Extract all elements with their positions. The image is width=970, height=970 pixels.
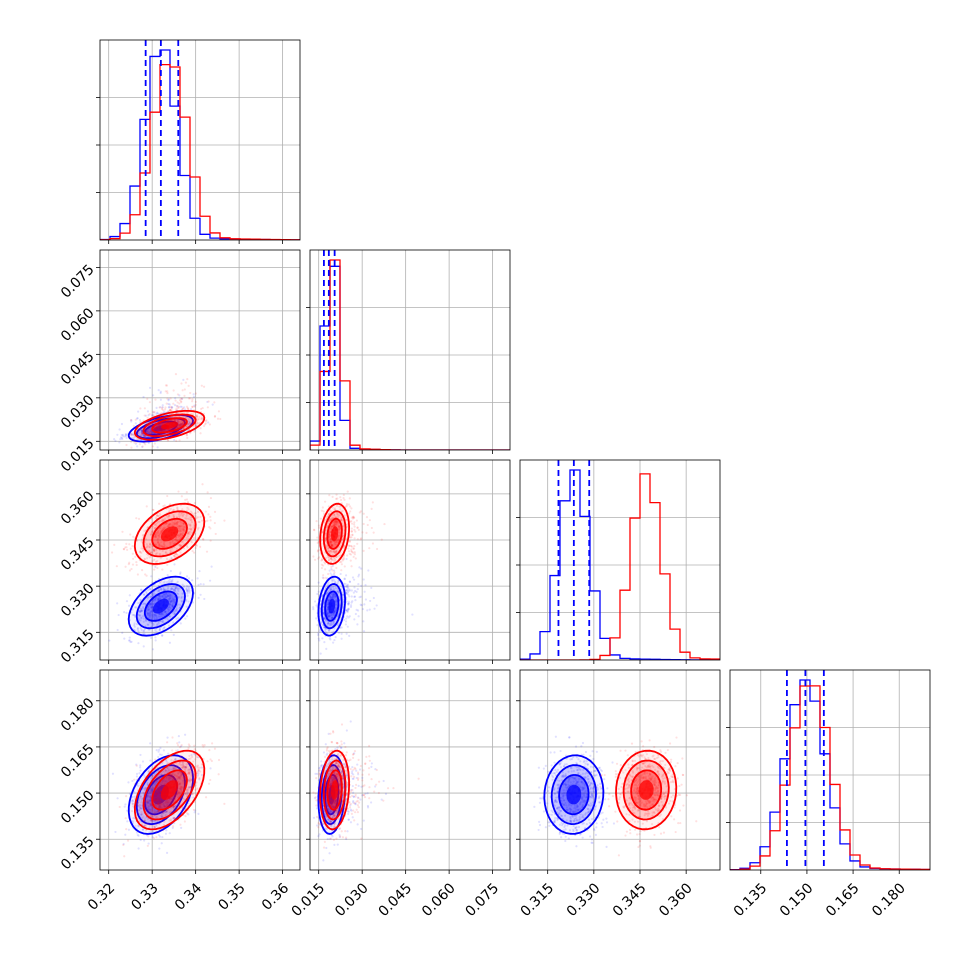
panel-frame	[519, 669, 721, 871]
y-tick-label: 0.135	[58, 834, 98, 874]
panel-3-1	[306, 669, 511, 874]
y-tick-label: 0.150	[58, 787, 98, 827]
y-tick-label: 0.060	[58, 305, 98, 345]
y-tick-label: 0.045	[58, 349, 98, 389]
x-tick-label: 0.135	[731, 880, 771, 920]
panel-frame	[99, 39, 301, 241]
panel-3-2	[516, 669, 721, 874]
panel-3-3	[726, 669, 931, 874]
contour-1-3	[638, 780, 654, 800]
panel-2-1	[306, 459, 511, 664]
panel-2-0	[96, 459, 301, 664]
x-tick-label: 0.315	[518, 880, 558, 920]
y-tick-label: 0.360	[58, 488, 98, 528]
panel-frame	[309, 459, 511, 661]
x-tick-label: 0.180	[869, 880, 909, 920]
panel-frame	[99, 459, 301, 661]
x-tick-label: 0.165	[823, 880, 863, 920]
x-tick-label: 0.015	[289, 880, 329, 920]
panel-1-1	[306, 249, 511, 454]
panel-0-0	[96, 39, 301, 244]
panel-frame	[309, 249, 511, 451]
y-tick-label: 0.015	[58, 436, 98, 476]
x-tick-label: 0.150	[777, 880, 817, 920]
panel-1-0	[96, 249, 301, 454]
x-tick-label: 0.33	[128, 880, 161, 913]
panel-3-0	[96, 669, 301, 874]
y-tick-label: 0.180	[58, 695, 98, 735]
x-tick-label: 0.34	[172, 880, 205, 913]
histogram-1	[730, 685, 930, 870]
contour-1-3	[160, 526, 179, 542]
contour-1-3	[160, 421, 179, 429]
x-tick-label: 0.35	[215, 880, 248, 913]
x-tick-label: 0.060	[419, 880, 459, 920]
y-tick-label: 0.075	[58, 262, 98, 302]
histogram-1	[100, 63, 300, 240]
contour-0-3	[152, 598, 169, 614]
x-tick-label: 0.345	[610, 880, 650, 920]
contour-1-3	[331, 526, 339, 542]
panel-frame	[309, 669, 511, 871]
contour-0-3	[566, 784, 582, 805]
panel-frame	[99, 249, 301, 451]
y-tick-label: 0.030	[58, 392, 98, 432]
x-tick-label: 0.360	[656, 880, 696, 920]
x-tick-label: 0.030	[332, 880, 372, 920]
x-tick-label: 0.075	[463, 880, 503, 920]
panel-frame	[519, 459, 721, 661]
x-tick-label: 0.045	[376, 880, 416, 920]
contour-1-3	[331, 780, 339, 800]
y-tick-label: 0.315	[58, 627, 98, 667]
y-tick-label: 0.345	[58, 534, 98, 574]
panel-2-2	[516, 459, 721, 664]
contour-1-3	[160, 780, 179, 800]
panel-frame	[729, 669, 931, 871]
contour-0-3	[328, 598, 336, 614]
y-tick-label: 0.330	[58, 580, 98, 620]
x-tick-label: 0.330	[564, 880, 604, 920]
x-tick-label: 0.32	[85, 880, 118, 913]
panel-frame	[99, 669, 301, 871]
y-tick-label: 0.165	[58, 741, 98, 781]
